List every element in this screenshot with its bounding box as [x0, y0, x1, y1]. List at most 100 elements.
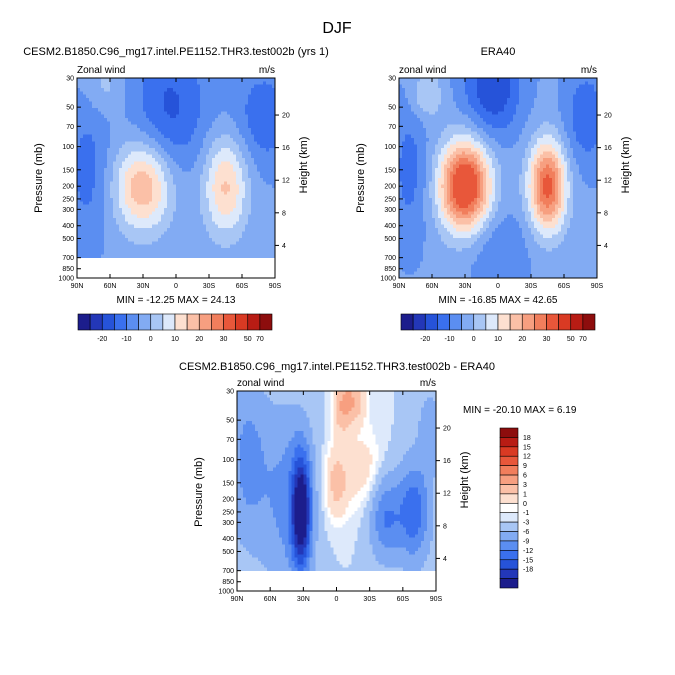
- y-tick-label: 700: [384, 255, 396, 262]
- panel-diff-contour-plot: 90N 60N 30N 0 30S 60S 90S 30 50 70 100 150 200 250 300…: [218, 389, 450, 604]
- colorbar-swatch: [89, 313, 103, 331]
- x-tick-label: 30S: [203, 283, 216, 290]
- panel-model-stats: MIN = -12.25 MAX = 24.13: [117, 295, 236, 306]
- panel-diff-right-string: m/s: [420, 378, 436, 389]
- panel-diff-ylabel: Pressure (mb): [193, 457, 205, 527]
- y-tick-label: 300: [62, 207, 74, 214]
- colorbar-swatch: [223, 313, 236, 331]
- colorbar-label: 6: [523, 473, 527, 480]
- x-tick-label: 0: [174, 283, 178, 290]
- x-tick-label: 0: [335, 596, 339, 603]
- colorbar-swatch: [546, 313, 559, 331]
- y-tick-label: 500: [222, 549, 234, 556]
- colorbar-swatch: [449, 313, 462, 331]
- colorbar-label: -15: [523, 557, 533, 564]
- y-tick-label: 30: [66, 76, 74, 83]
- x-tick-label: 60N: [104, 283, 117, 290]
- colorbar-swatch: [558, 313, 572, 331]
- y-tick-label: 200: [222, 497, 234, 504]
- y-tick-label: 700: [222, 568, 234, 575]
- colorbar-swatch: [499, 493, 519, 504]
- colorbar-swatch: [534, 313, 547, 331]
- colorbar-label: 1: [523, 491, 527, 498]
- colorbar-label: 50: [567, 336, 575, 343]
- y-tick-label: 150: [384, 167, 396, 174]
- y-tick-right-label: 12: [604, 178, 612, 185]
- panel-obs-left-string: zonal wind: [399, 65, 446, 76]
- colorbar-swatch: [499, 521, 519, 532]
- y-tick-right-label: 16: [604, 145, 612, 152]
- y-tick-label: 850: [222, 579, 234, 586]
- y-tick-label: 850: [62, 266, 74, 273]
- colorbar-swatch: [499, 465, 519, 476]
- colorbar-swatch: [499, 484, 519, 495]
- panel-model-ylabel-right: Height (km): [298, 137, 310, 194]
- y-tick-label: 50: [388, 105, 396, 112]
- y-tick-label: 300: [384, 207, 396, 214]
- x-tick-label: 30N: [297, 596, 310, 603]
- colorbar-swatch: [174, 313, 188, 331]
- y-tick-label: 100: [384, 144, 396, 151]
- colorbar-swatch: [499, 578, 519, 589]
- x-tick-label: 90N: [231, 596, 244, 603]
- panel-diff-title: CESM2.B1850.C96_mg17.intel.PE1152.THR3.t…: [179, 361, 495, 373]
- y-tick-label: 850: [384, 266, 396, 273]
- panel-obs-contour-plot: 90N 60N 30N 0 30S 60S 90S 30 50 70 100 150 200 250 300…: [380, 76, 611, 291]
- colorbar-label: 20: [195, 336, 203, 343]
- colorbar-swatch: [101, 313, 115, 331]
- y-tick-label: 70: [66, 124, 74, 131]
- y-tick-label: 100: [62, 144, 74, 151]
- x-tick-label: 90N: [393, 283, 406, 290]
- contour-field: [237, 391, 437, 592]
- colorbar-swatch: [499, 568, 519, 579]
- panel-diff: CESM2.B1850.C96_mg17.intel.PE1152.THR3.t…: [179, 361, 577, 603]
- y-tick-label: 1000: [58, 276, 74, 283]
- x-tick-label: 60N: [426, 283, 439, 290]
- panel-model-left-string: Zonal wind: [77, 65, 125, 76]
- colorbar-label: 0: [472, 336, 476, 343]
- y-tick-right-label: 20: [443, 426, 451, 433]
- y-tick-right-label: 8: [604, 210, 608, 217]
- panel-obs-ylabel-right: Height (km): [620, 137, 632, 194]
- y-tick-label: 100: [222, 457, 234, 464]
- x-tick-label: 0: [496, 283, 500, 290]
- y-tick-label: 1000: [218, 589, 234, 596]
- y-tick-right-label: 12: [282, 178, 290, 185]
- y-tick-right-label: 16: [282, 145, 290, 152]
- y-tick-label: 500: [384, 236, 396, 243]
- colorbar-swatch: [114, 313, 127, 331]
- colorbar-swatch: [499, 512, 519, 523]
- y-tick-label: 30: [388, 76, 396, 83]
- colorbar-label: 0: [149, 336, 153, 343]
- y-tick-label: 400: [222, 536, 234, 543]
- y-tick-label: 250: [222, 509, 234, 516]
- colorbar-label: -18: [523, 567, 533, 574]
- colorbar-swatch: [485, 313, 499, 331]
- colorbar-label: -6: [523, 529, 529, 536]
- y-tick-label: 150: [62, 167, 74, 174]
- colorbar-diff: 18 15 12 9 6 3 1 0 -1 -3 -6 -9 -12 -15 -18: [499, 427, 533, 589]
- panel-diff-ylabel-right: Height (km): [459, 452, 471, 509]
- colorbar-label: 10: [494, 336, 502, 343]
- colorbar-model: -20 -10 0 10 20 30 50 70: [77, 313, 273, 343]
- y-tick-right-label: 4: [443, 556, 447, 563]
- panel-model: CESM2.B1850.C96_mg17.intel.PE1152.THR3.t…: [23, 46, 329, 306]
- colorbar-swatch: [259, 313, 273, 331]
- colorbar-swatch: [499, 559, 519, 570]
- y-tick-label: 150: [222, 480, 234, 487]
- colorbar-label: -20: [420, 336, 430, 343]
- colorbar-label: 0: [523, 501, 527, 508]
- y-tick-right-label: 8: [443, 523, 447, 530]
- colorbar-swatch: [499, 427, 519, 438]
- colorbar-swatch: [499, 474, 519, 485]
- colorbar-label: 9: [523, 463, 527, 470]
- x-tick-label: 90S: [269, 283, 282, 290]
- y-tick-right-label: 4: [282, 243, 286, 250]
- y-tick-label: 200: [62, 184, 74, 191]
- y-tick-label: 70: [388, 124, 396, 131]
- colorbar-swatch: [150, 313, 164, 331]
- colorbar-swatch: [499, 550, 519, 561]
- colorbar-swatch: [138, 313, 152, 331]
- colorbar-label: 20: [518, 336, 526, 343]
